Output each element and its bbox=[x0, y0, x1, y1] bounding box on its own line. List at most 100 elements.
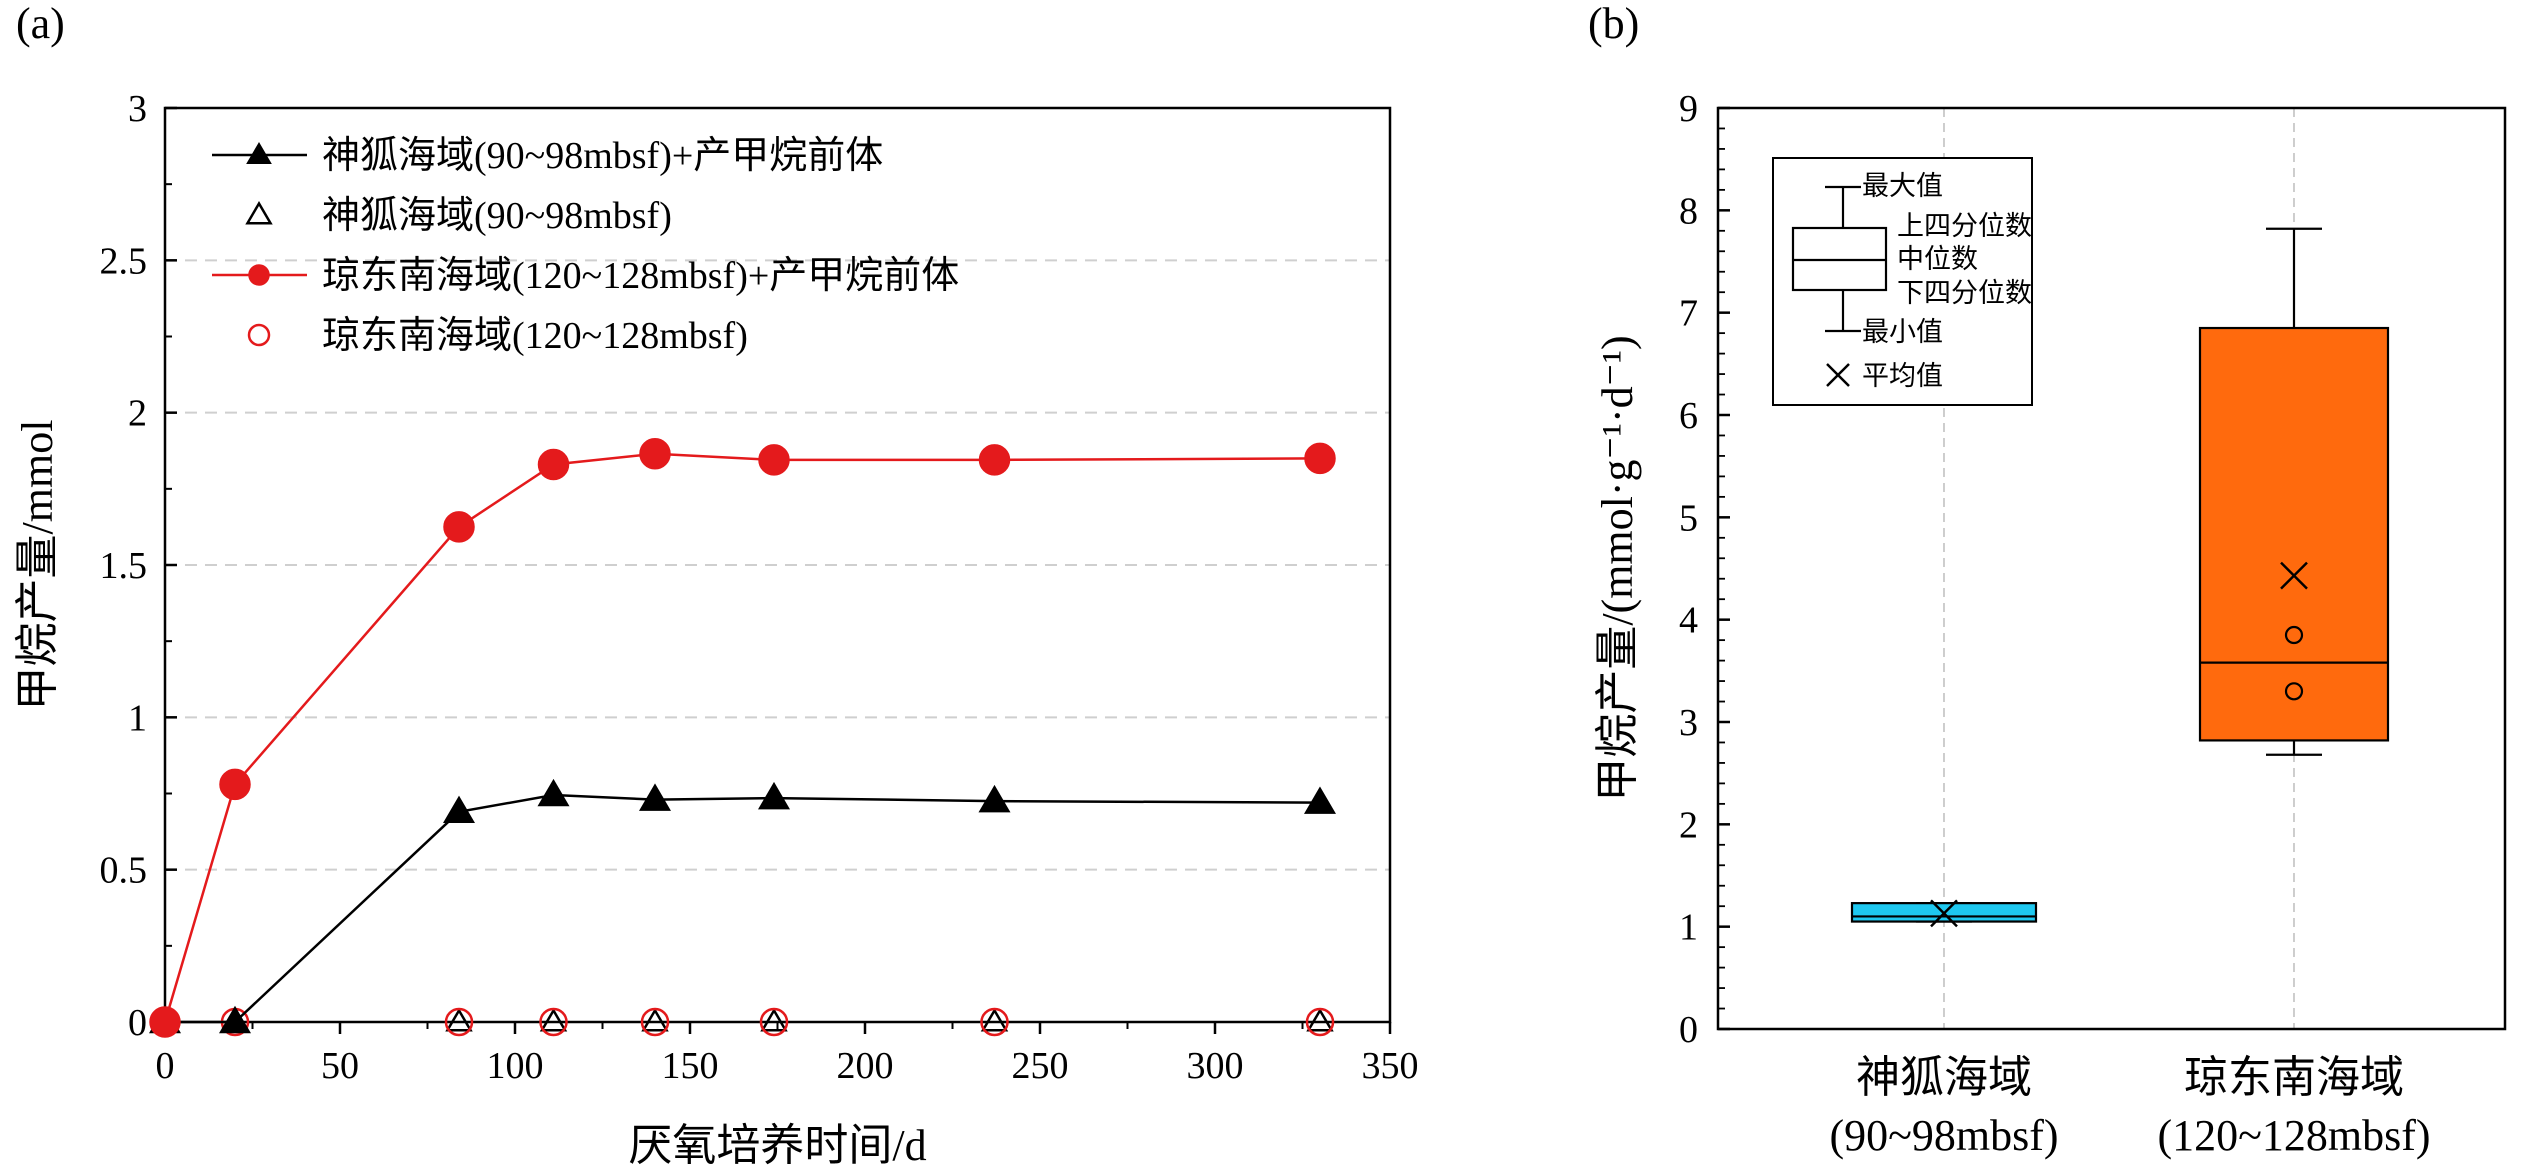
panel-b-plot-frame bbox=[1716, 106, 2507, 1031]
legend-marker bbox=[246, 141, 272, 164]
series-1 bbox=[151, 1007, 1334, 1032]
legend-entry-2: 琼东南海域(120~128mbsf)+产甲烷前体 bbox=[212, 255, 959, 297]
mean-marker bbox=[2280, 561, 2308, 590]
data-point bbox=[1304, 442, 1336, 475]
data-point bbox=[978, 784, 1011, 813]
panel-b-category-labels: 神狐海域 (90~98mbsf) 琼东南海域 (120~128mbsf) bbox=[1829, 1053, 2430, 1160]
data-point bbox=[443, 511, 475, 543]
legend-marker bbox=[245, 200, 273, 225]
data-point bbox=[1303, 786, 1337, 814]
panel-a-gridlines bbox=[165, 259, 1390, 871]
series-line bbox=[163, 452, 1321, 1023]
data-point bbox=[537, 448, 570, 481]
key-label-q3: 上四分位数 bbox=[1897, 211, 2032, 241]
x-tick-label: 150 bbox=[662, 1045, 719, 1087]
x-tick-label: 350 bbox=[1362, 1045, 1419, 1087]
box-1 bbox=[2198, 227, 2390, 756]
key-mean-marker bbox=[1826, 363, 1850, 387]
data-point bbox=[537, 778, 570, 807]
iqr-box bbox=[2198, 326, 2390, 742]
y-tick-label: 0 bbox=[128, 1002, 147, 1044]
data-point bbox=[218, 1005, 252, 1034]
y-tick-label: 9 bbox=[1679, 88, 1698, 130]
data-point bbox=[980, 1007, 1009, 1032]
data-point bbox=[978, 444, 1011, 476]
y-tick-label: 6 bbox=[1679, 395, 1698, 437]
y-tick-label: 2.5 bbox=[100, 240, 148, 282]
key-label-mean: 平均值 bbox=[1862, 361, 1943, 391]
y-tick-label: 7 bbox=[1679, 293, 1698, 335]
panel-a-y-ticks: 0 0.5 1 1.5 2 2.5 3 bbox=[100, 88, 177, 1044]
data-point bbox=[640, 1007, 670, 1037]
y-tick-label: 2 bbox=[128, 393, 147, 435]
data-point bbox=[442, 795, 476, 824]
panel-a-y-axis-title: 甲烷产量/mmol bbox=[13, 420, 62, 711]
panel-b-y-axis-title: 甲烷产量/(mmol·g⁻¹·d⁻¹) bbox=[1593, 335, 1642, 801]
legend-label: 神狐海域(90~98mbsf) bbox=[322, 195, 672, 237]
y-tick-label: 2 bbox=[1679, 804, 1698, 846]
series-0 bbox=[148, 778, 1337, 1034]
y-tick-label: 1 bbox=[1679, 907, 1698, 949]
key-label-max: 最大值 bbox=[1862, 171, 1943, 201]
data-point bbox=[641, 1007, 669, 1032]
mean-marker bbox=[1930, 899, 1958, 928]
y-tick-label: 0 bbox=[1679, 1009, 1698, 1051]
key-label-min: 最小值 bbox=[1862, 317, 1943, 347]
data-point bbox=[1306, 1007, 1334, 1032]
data-point bbox=[760, 1007, 788, 1032]
legend-entry-1: 神狐海域(90~98mbsf) bbox=[245, 195, 672, 237]
data-point bbox=[445, 1007, 473, 1032]
y-tick-label: 8 bbox=[1679, 190, 1698, 232]
data-point bbox=[539, 1007, 568, 1037]
x-tick-label: 100 bbox=[487, 1045, 544, 1087]
panel-a-x-ticks: 0 50 100 150 200 250 300 350 bbox=[156, 1022, 1419, 1087]
panel-b-label: (b) bbox=[1588, 0, 1639, 48]
data-point bbox=[539, 1007, 568, 1032]
legend-marker bbox=[248, 264, 270, 286]
data-point bbox=[219, 768, 251, 801]
legend-label: 琼东南海域(120~128mbsf) bbox=[322, 315, 748, 357]
data-point bbox=[638, 783, 672, 811]
data-point bbox=[639, 438, 671, 470]
data-point bbox=[759, 1007, 789, 1037]
x-tick-label: 200 bbox=[837, 1045, 894, 1087]
legend-label: 琼东南海域(120~128mbsf)+产甲烷前体 bbox=[322, 255, 959, 297]
data-point bbox=[444, 1007, 474, 1037]
panel-a-label: (a) bbox=[16, 0, 65, 48]
panel-b-y-ticks: 0 1 2 3 4 5 6 7 8 9 bbox=[1679, 88, 1730, 1051]
category-sublabel: (90~98mbsf) bbox=[1829, 1111, 2058, 1160]
legend-entry-0: 神狐海域(90~98mbsf)+产甲烷前体 bbox=[212, 135, 883, 177]
panel-b: (b) 0 1 2 3 4 5 6 7 8 9 神狐海域 (90~98mbsf) 琼东南海域 (120~… bbox=[1588, 0, 2507, 1160]
y-tick-label: 1.5 bbox=[100, 545, 148, 587]
data-point bbox=[980, 1007, 1009, 1037]
x-tick-label: 50 bbox=[321, 1045, 359, 1087]
legend-label: 神狐海域(90~98mbsf)+产甲烷前体 bbox=[322, 135, 883, 177]
panel-b-boxes bbox=[1850, 227, 2390, 928]
box-0 bbox=[1850, 899, 2038, 928]
y-tick-label: 1 bbox=[128, 697, 147, 739]
outlier-point bbox=[2284, 682, 2304, 701]
series-line bbox=[165, 793, 1321, 1024]
series-2 bbox=[149, 438, 1336, 1038]
y-tick-label: 4 bbox=[1679, 600, 1698, 642]
data-point bbox=[758, 444, 790, 476]
panel-a-series bbox=[148, 438, 1337, 1038]
y-tick-label: 3 bbox=[1679, 702, 1698, 744]
panel-a-x-axis-title: 厌氧培养时间/d bbox=[628, 1121, 926, 1170]
key-label-q1: 下四分位数 bbox=[1897, 278, 2032, 308]
data-point bbox=[1305, 1007, 1335, 1037]
x-tick-label: 0 bbox=[156, 1045, 175, 1087]
data-point bbox=[149, 1006, 181, 1038]
y-tick-label: 3 bbox=[128, 88, 147, 130]
y-tick-label: 0.5 bbox=[100, 850, 148, 892]
outlier-point bbox=[2284, 625, 2304, 645]
data-point bbox=[757, 781, 791, 810]
category-label: 琼东南海域 bbox=[2184, 1053, 2404, 1102]
x-tick-label: 250 bbox=[1012, 1045, 1069, 1087]
legend-entry-3: 琼东南海域(120~128mbsf) bbox=[247, 315, 748, 357]
panel-a: (a) 00.511.522.53 0 50 100 150 200 250 300 350 … bbox=[13, 0, 1419, 1170]
key-label-median: 中位数 bbox=[1897, 244, 1978, 274]
